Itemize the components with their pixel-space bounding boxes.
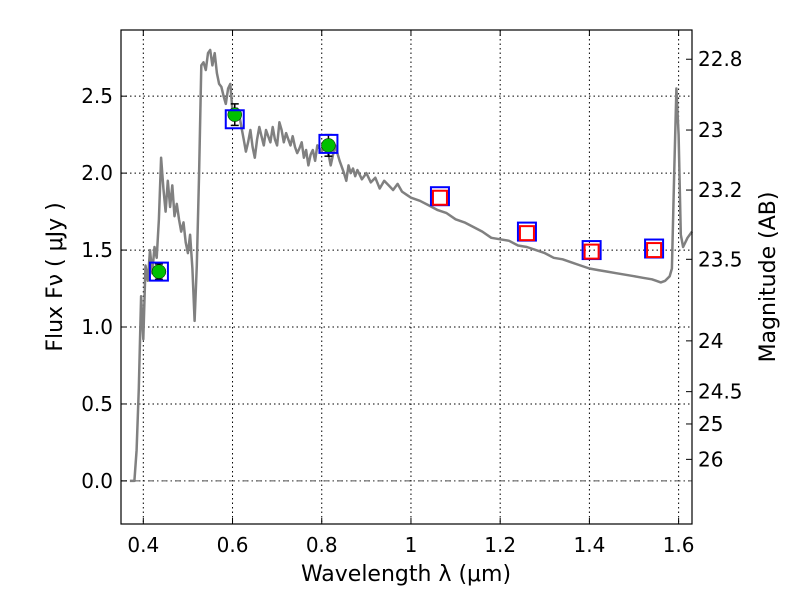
y-tick-label: 0.5 <box>81 392 113 416</box>
x-tick-label: 0.6 <box>217 533 249 557</box>
y-tick-label: 2.5 <box>81 84 113 108</box>
model-square <box>646 242 663 259</box>
x-tick-label: 0.8 <box>306 533 338 557</box>
sed-line <box>129 48 694 483</box>
y-tick-label: 1.5 <box>81 238 113 262</box>
y-tick-label: 2.0 <box>81 161 113 185</box>
right-tick-label: 24 <box>698 329 723 353</box>
right-tick-label: 25 <box>698 412 723 436</box>
right-tick-label: 22.8 <box>698 47 743 71</box>
data-points <box>148 103 665 282</box>
grid <box>121 30 692 524</box>
right-tick-label: 23.5 <box>698 247 743 271</box>
right-y-axis-label: Magnitude (AB) <box>756 192 781 363</box>
model-square <box>431 189 448 206</box>
right-tick-label: 23 <box>698 118 723 142</box>
model-square <box>148 261 169 282</box>
x-tick-label: 1 <box>405 533 418 557</box>
x-tick-label: 1.6 <box>663 533 695 557</box>
y-tick-label: 1.0 <box>81 315 113 339</box>
y-axis-label: Flux Fν ( μJy ) <box>43 202 68 351</box>
plot-frame <box>120 29 693 525</box>
model-square <box>518 225 535 242</box>
x-axis-label: Wavelength λ (μm) <box>301 562 511 587</box>
photometry-point <box>151 264 167 279</box>
axes: 0.4 0.6 0.8 1 1.2 1.4 1.6 0.0 0.5 1.0 1.5 2.0 2.5 22.… <box>81 29 743 557</box>
x-tick-label: 1.4 <box>573 533 605 557</box>
model-square <box>318 133 339 154</box>
right-tick-label: 26 <box>698 447 723 471</box>
x-tick-label: 1.2 <box>484 533 516 557</box>
right-tick-label: 23.2 <box>698 178 743 202</box>
y-tick-label: 0.0 <box>81 469 113 493</box>
model-square <box>224 109 245 130</box>
model-square <box>583 243 600 260</box>
right-tick-label: 24.5 <box>698 380 743 404</box>
photometry-point <box>321 138 336 153</box>
x-tick-label: 0.4 <box>127 533 159 557</box>
sed-series <box>129 48 694 483</box>
